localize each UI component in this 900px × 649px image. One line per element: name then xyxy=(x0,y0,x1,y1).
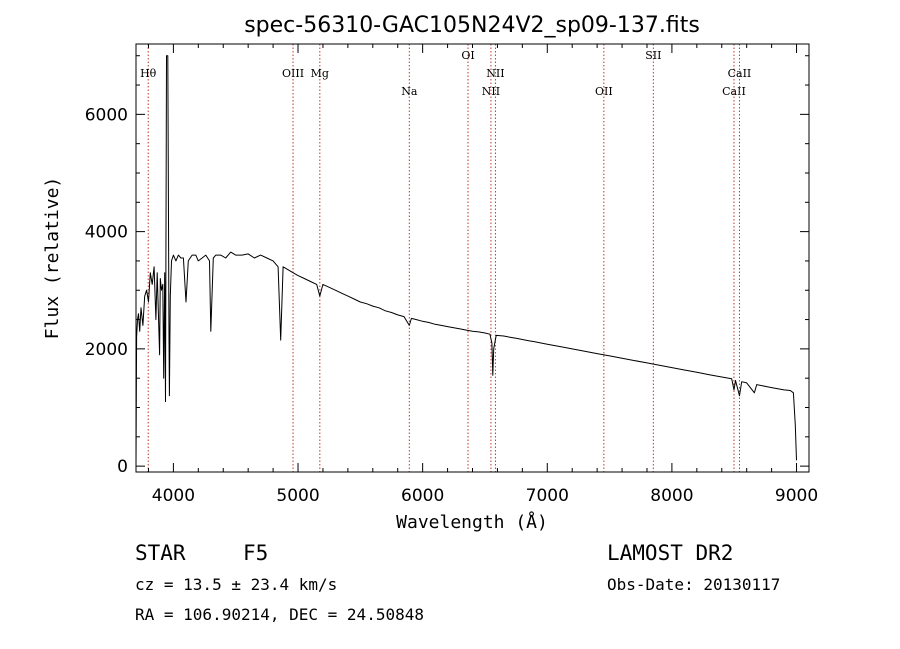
plot-area xyxy=(135,55,797,467)
spectral-line-label: Na xyxy=(401,85,418,98)
y-tick-label: 6000 xyxy=(85,105,128,125)
x-tick-label: 6000 xyxy=(401,486,444,506)
y-tick-label: 0 xyxy=(117,457,128,477)
x-tick-label: 5000 xyxy=(276,486,319,506)
spectral-line-label: CaII xyxy=(728,67,752,80)
object-subclass: F5 xyxy=(243,541,268,565)
x-tick-label: 4000 xyxy=(152,486,195,506)
spectral-line-label: NII xyxy=(482,85,500,98)
obs-date: Obs-Date: 20130117 xyxy=(607,575,780,594)
spectral-line-label: Hθ xyxy=(140,67,157,80)
axis-ticks: 4000 5000 6000 7000 8000 9000 0 2000 4000 6000 xyxy=(85,44,818,506)
redshift-cz: cz = 13.5 ± 23.4 km/s xyxy=(135,575,337,594)
spectral-line-label: Mg xyxy=(311,67,329,80)
spectral-line-label: NII xyxy=(486,67,504,80)
spectrum-line xyxy=(135,55,797,467)
x-tick-label: 8000 xyxy=(650,486,693,506)
y-tick-label: 4000 xyxy=(85,223,128,243)
spectral-line-label: CaII xyxy=(722,85,746,98)
coordinates: RA = 106.90214, DEC = 24.50848 xyxy=(135,605,424,624)
spectral-line-markers: Hθ OIII Mg Na OI NII NII OII SII CaII CaII xyxy=(140,44,751,472)
x-axis-label: Wavelength (Å) xyxy=(396,511,548,533)
chart-title: spec-56310-GAC105N24V2_sp09-137.fits xyxy=(244,13,700,38)
x-tick-label: 7000 xyxy=(526,486,569,506)
plot-frame xyxy=(135,43,810,473)
object-class: STAR xyxy=(135,541,186,565)
spectral-line-label: OIII xyxy=(282,67,304,80)
y-tick-label: 2000 xyxy=(85,340,128,360)
x-tick-label: 9000 xyxy=(775,486,818,506)
survey-name: LAMOST DR2 xyxy=(607,541,733,565)
y-axis-label: Flux (relative) xyxy=(42,177,63,340)
spectral-line-label: SII xyxy=(645,49,661,62)
spectral-line-label: OII xyxy=(595,85,613,98)
spectral-line-label: OI xyxy=(461,49,474,62)
